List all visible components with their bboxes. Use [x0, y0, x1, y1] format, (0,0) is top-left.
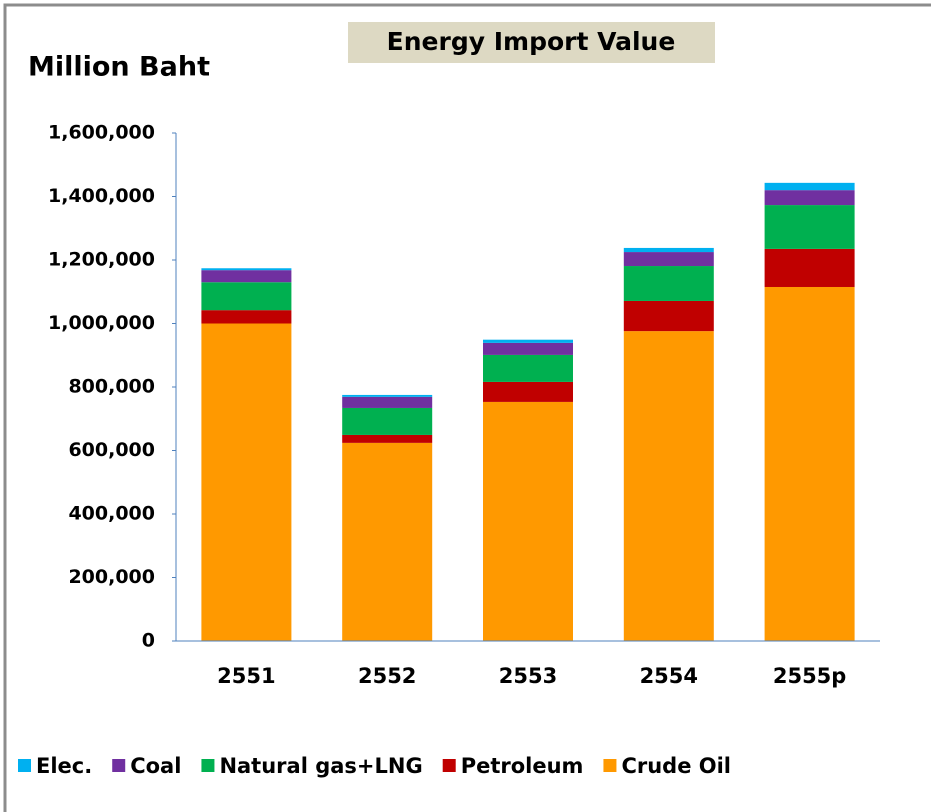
bar-segment — [764, 286, 855, 641]
bar-segment — [483, 381, 573, 402]
y-tick-label: 200,000 — [68, 566, 155, 588]
bar-segment — [342, 407, 433, 435]
bar-segment — [623, 266, 714, 301]
bar-segment — [201, 268, 292, 271]
y-tick-label: 400,000 — [68, 503, 155, 525]
bar-segment — [623, 247, 714, 253]
legend-label: Petroleum — [461, 754, 584, 778]
bar-segment — [764, 190, 855, 206]
bar-segment — [764, 182, 855, 191]
legend-swatch — [18, 759, 31, 772]
legend-label: Natural gas+LNG — [219, 754, 422, 778]
legend-swatch — [442, 759, 456, 772]
x-tick-label: 2555p — [773, 664, 846, 688]
x-tick-label: 2554 — [640, 664, 698, 688]
bar-segment — [764, 248, 855, 287]
y-tick-label: 1,000,000 — [48, 312, 155, 334]
legend-swatch — [603, 759, 617, 772]
y-tick-label: 1,600,000 — [48, 122, 155, 144]
title-box — [348, 22, 715, 63]
chart-title: Energy Import Value — [387, 27, 676, 56]
x-tick-label: 2552 — [358, 664, 416, 688]
bar-segment — [342, 442, 433, 641]
y-tick-label: 0 — [142, 630, 155, 652]
y-axis-label: Million Baht — [28, 52, 210, 83]
bar-segment — [623, 252, 714, 267]
legend-swatch — [201, 759, 215, 772]
x-tick-label: 2551 — [217, 664, 275, 688]
bar-segment — [483, 342, 573, 355]
bar-segment — [483, 354, 573, 382]
bar-segment — [201, 282, 292, 311]
x-tick-label: 2553 — [499, 664, 557, 688]
legend-label: Coal — [130, 754, 181, 778]
bar-segment — [623, 300, 714, 332]
legend-label: Elec. — [36, 754, 92, 778]
y-tick-label: 800,000 — [68, 376, 155, 398]
bar-segment — [342, 396, 433, 408]
bar-segment — [483, 339, 573, 343]
bar-segment — [483, 401, 573, 641]
bar-segment — [342, 434, 433, 443]
bar-segment — [623, 331, 714, 641]
y-tick-label: 1,200,000 — [48, 249, 155, 271]
bar-segment — [201, 323, 292, 641]
bar-segment — [201, 310, 292, 324]
legend-swatch — [112, 759, 126, 772]
y-tick-label: 600,000 — [68, 439, 155, 461]
y-tick-label: 1,400,000 — [48, 185, 155, 207]
legend-label: Crude Oil — [621, 754, 731, 778]
bar-segment — [764, 205, 855, 249]
bar-segment — [342, 394, 433, 397]
bar-segment — [201, 270, 292, 283]
